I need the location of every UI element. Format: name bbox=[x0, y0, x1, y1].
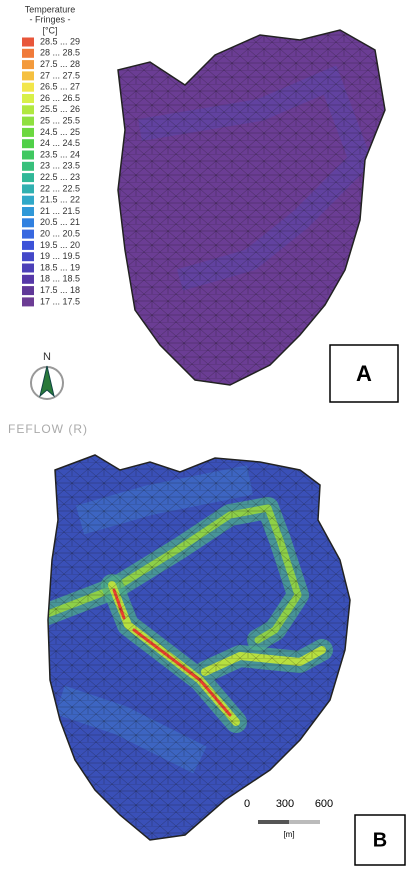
legend-swatch bbox=[22, 71, 34, 80]
legend-swatch bbox=[22, 139, 34, 148]
legend-swatch bbox=[22, 173, 34, 182]
legend-label: 28 ... 28.5 bbox=[40, 48, 80, 58]
legend-label: 22.5 ... 23 bbox=[40, 172, 80, 182]
scale-unit: [m] bbox=[283, 830, 294, 839]
legend-label: 17 ... 17.5 bbox=[40, 296, 80, 306]
scale-bar: 0 300 600 [m] bbox=[244, 798, 333, 839]
legend-label: 20 ... 20.5 bbox=[40, 228, 80, 238]
legend-label: 21.5 ... 22 bbox=[40, 195, 80, 205]
legend-label: 23 ... 23.5 bbox=[40, 161, 80, 171]
legend-label: 25 ... 25.5 bbox=[40, 115, 80, 125]
legend-unit: [°C] bbox=[42, 25, 57, 35]
legend-label: 25.5 ... 26 bbox=[40, 104, 80, 114]
scale-segment bbox=[258, 820, 289, 824]
scale-tick-label: 0 bbox=[244, 798, 250, 810]
legend-label: 19 ... 19.5 bbox=[40, 251, 80, 261]
panel-label: A bbox=[356, 361, 372, 386]
legend-swatch bbox=[22, 60, 34, 69]
legend-label: 17.5 ... 18 bbox=[40, 285, 80, 295]
legend-swatch bbox=[22, 184, 34, 193]
legend-swatch bbox=[22, 117, 34, 126]
north-arrow: N bbox=[31, 351, 63, 399]
legend-label: 26.5 ... 27 bbox=[40, 82, 80, 92]
north-label: N bbox=[43, 351, 51, 363]
legend-swatch bbox=[22, 218, 34, 227]
legend-label: 23.5 ... 24 bbox=[40, 149, 80, 159]
legend-label: 18.5 ... 19 bbox=[40, 262, 80, 272]
legend-swatch bbox=[22, 275, 34, 284]
legend-swatch bbox=[22, 128, 34, 137]
legend-swatch bbox=[22, 207, 34, 216]
legend-swatch bbox=[22, 252, 34, 261]
software-label: FEFLOW (R) bbox=[8, 422, 88, 436]
legend-swatch bbox=[22, 38, 34, 47]
legend-label: 28.5 ... 29 bbox=[40, 36, 80, 46]
legend-label: 27 ... 27.5 bbox=[40, 70, 80, 80]
compass-needle bbox=[40, 366, 54, 396]
legend-label: 22 ... 22.5 bbox=[40, 183, 80, 193]
legend-swatch bbox=[22, 230, 34, 239]
legend-swatch bbox=[22, 151, 34, 160]
legend-swatch bbox=[22, 297, 34, 306]
legend-label: 24.5 ... 25 bbox=[40, 127, 80, 137]
legend-label: 18 ... 18.5 bbox=[40, 274, 80, 284]
legend-swatch bbox=[22, 105, 34, 114]
legend-swatch bbox=[22, 162, 34, 171]
legend-swatch bbox=[22, 196, 34, 205]
panel-label: B bbox=[373, 829, 387, 851]
legend: Temperature - Fringes - [°C] 28.5 ... 29… bbox=[22, 4, 80, 306]
scale-segment bbox=[289, 820, 320, 824]
legend-swatch bbox=[22, 83, 34, 92]
scale-tick-label: 300 bbox=[276, 798, 294, 810]
legend-swatch bbox=[22, 49, 34, 58]
legend-label: 19.5 ... 20 bbox=[40, 240, 80, 250]
figure: Temperature - Fringes - [°C] 28.5 ... 29… bbox=[0, 0, 410, 869]
scale-tick-label: 600 bbox=[315, 798, 333, 810]
legend-label: 20.5 ... 21 bbox=[40, 217, 80, 227]
legend-label: 27.5 ... 28 bbox=[40, 59, 80, 69]
legend-title: Temperature bbox=[25, 4, 76, 14]
legend-swatch bbox=[22, 286, 34, 295]
mesh-b bbox=[40, 440, 360, 850]
legend-label: 26 ... 26.5 bbox=[40, 93, 80, 103]
legend-swatch bbox=[22, 241, 34, 250]
legend-swatch bbox=[22, 94, 34, 103]
legend-label: 21 ... 21.5 bbox=[40, 206, 80, 216]
mesh-a bbox=[100, 20, 400, 400]
legend-subtitle: - Fringes - bbox=[29, 14, 70, 24]
legend-swatch bbox=[22, 264, 34, 273]
legend-label: 24 ... 24.5 bbox=[40, 138, 80, 148]
